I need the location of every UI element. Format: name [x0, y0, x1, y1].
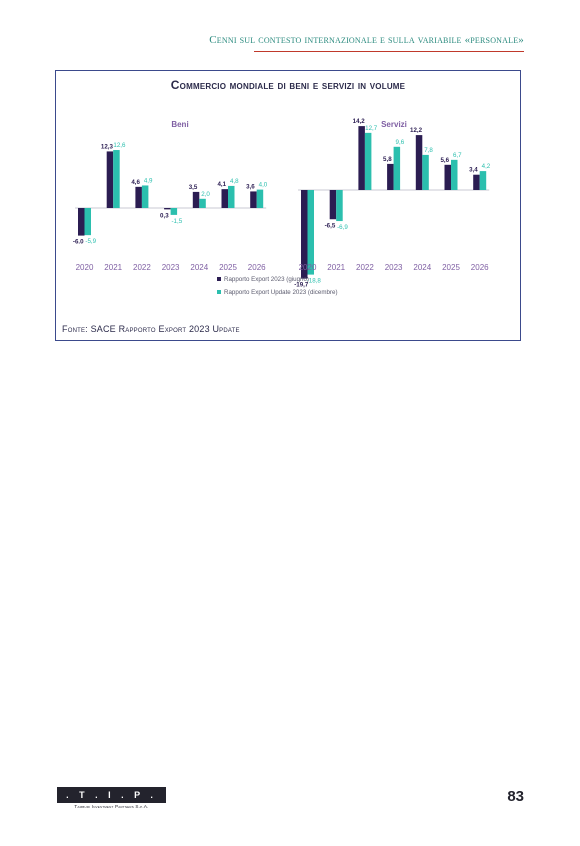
source-note: Fonte: SACE Rapporto Export 2023 Update [62, 324, 240, 334]
bar-servizi-2020-giugno [301, 190, 308, 279]
data-label-servizi-2024-dicembre: 7,8 [424, 147, 433, 154]
year-label-beni-2020: 2020 [76, 263, 94, 272]
data-label-beni-2023-giugno: 0,3 [160, 212, 169, 219]
data-label-beni-2024-dicembre: 2,0 [201, 191, 210, 198]
data-label-servizi-2021-dicembre: -6,9 [337, 224, 348, 231]
year-label-beni-2023: 2023 [162, 263, 180, 272]
bar-beni-2020-giugno [78, 208, 85, 236]
bar-beni-2026-dicembre [256, 189, 264, 208]
year-label-beni-2026: 2026 [248, 263, 266, 272]
data-label-servizi-2024-giugno: 12,2 [410, 127, 423, 134]
data-label-beni-2020-giugno: -6.0 [73, 239, 84, 246]
data-label-beni-2021-dicembre: 12,6 [113, 142, 126, 149]
bar-beni-2024-giugno [192, 191, 200, 208]
panel-title-servizi: Servizi [381, 120, 407, 129]
data-label-beni-2023-dicembre: -1,5 [172, 218, 183, 225]
legend-swatch-giugno [217, 277, 221, 281]
year-label-beni-2025: 2025 [219, 263, 237, 272]
bar-beni-2025-dicembre [228, 185, 235, 208]
bar-servizi-2020-dicembre [307, 190, 314, 275]
year-label-servizi-2020: 2020 [299, 263, 317, 272]
bar-servizi-2025-dicembre [451, 159, 458, 190]
page-number: 83 [507, 788, 524, 805]
tip-logo: . T . I . P . Tamburi Investment Partner… [57, 787, 166, 814]
data-label-beni-2025-dicembre: 4,8 [230, 178, 239, 185]
bar-servizi-2021-giugno [329, 190, 337, 220]
data-label-servizi-2020-giugno: -19,7 [294, 282, 309, 289]
data-label-beni-2021-giugno: 12,3 [101, 143, 114, 150]
data-label-servizi-2026-giugno: 3,4 [469, 167, 478, 174]
data-label-servizi-2020-dicembre: -18,8 [307, 278, 322, 285]
bar-servizi-2023-giugno [387, 163, 394, 190]
bar-servizi-2023-dicembre [393, 146, 401, 190]
data-label-beni-2020-dicembre: -5,9 [85, 238, 96, 245]
bar-beni-2023-giugno [164, 208, 171, 210]
tip-logo-letters: . T . I . P . [57, 787, 166, 803]
bar-beni-2023-dicembre [170, 208, 178, 215]
trade-chart: Beni -6.0 -5,9 2020 12,3 12,6 2021 4,6 4,9 2022 0,… [73, 118, 491, 296]
bar-servizi-2021-dicembre [336, 190, 343, 222]
bar-servizi-2025-giugno [444, 164, 451, 190]
year-label-servizi-2024: 2024 [413, 263, 431, 272]
bar-servizi-2024-giugno [415, 135, 423, 190]
panel-title-beni: Beni [171, 120, 188, 129]
header-rule [254, 51, 524, 52]
bar-servizi-2024-dicembre [422, 154, 429, 190]
data-label-beni-2025-giugno: 4,1 [217, 181, 226, 188]
year-label-servizi-2026: 2026 [471, 263, 489, 272]
year-label-beni-2022: 2022 [133, 263, 151, 272]
bar-beni-2022-dicembre [141, 185, 149, 208]
year-label-servizi-2023: 2023 [385, 263, 403, 272]
data-label-servizi-2023-giugno: 5,8 [383, 156, 392, 163]
data-label-servizi-2025-giugno: 5,6 [440, 157, 449, 164]
bar-beni-2025-giugno [221, 189, 228, 208]
data-label-beni-2024-giugno: 3,5 [189, 184, 198, 191]
legend-label-dicembre: Rapporto Export Update 2023 (dicembre) [224, 289, 338, 296]
bar-beni-2021-dicembre [113, 150, 120, 208]
bar-beni-2020-dicembre [84, 208, 91, 236]
data-label-beni-2022-giugno: 4,6 [131, 179, 140, 186]
tip-logo-subtitle: Tamburi Investment Partners S.p.A. [74, 804, 149, 809]
bar-servizi-2026-dicembre [479, 171, 487, 190]
data-label-beni-2026-giugno: 3,6 [246, 183, 255, 190]
year-label-servizi-2022: 2022 [356, 263, 374, 272]
bar-beni-2026-giugno [250, 191, 257, 208]
bar-servizi-2022-giugno [358, 126, 365, 190]
bar-beni-2021-giugno [106, 151, 114, 208]
bar-servizi-2026-giugno [473, 174, 480, 190]
data-label-servizi-2026-dicembre: 4,2 [482, 163, 491, 170]
data-label-beni-2022-dicembre: 4,9 [144, 177, 153, 184]
year-label-beni-2024: 2024 [190, 263, 208, 272]
year-label-servizi-2021: 2021 [327, 263, 345, 272]
year-label-servizi-2025: 2025 [442, 263, 460, 272]
year-label-beni-2021: 2021 [104, 263, 122, 272]
data-label-servizi-2025-dicembre: 6,7 [453, 152, 462, 159]
bar-servizi-2022-dicembre [364, 132, 372, 190]
bar-beni-2022-giugno [135, 186, 142, 208]
data-label-beni-2026-dicembre: 4,0 [259, 182, 268, 189]
bar-beni-2024-dicembre [199, 198, 206, 208]
running-header: Cenni sul contesto internazionale e sull… [209, 34, 524, 46]
figure-title: Commercio mondiale di beni e servizi in … [170, 78, 406, 92]
data-label-servizi-2022-giugno: 14,2 [353, 118, 366, 125]
legend-swatch-dicembre [217, 290, 221, 294]
data-label-servizi-2022-dicembre: 12,7 [365, 125, 378, 132]
legend-label-giugno: Rapporto Export 2023 (giugno) [224, 276, 309, 283]
data-label-servizi-2021-giugno: -6,5 [325, 222, 336, 229]
figure-frame [55, 70, 521, 341]
data-label-servizi-2023-dicembre: 9,6 [396, 139, 405, 146]
